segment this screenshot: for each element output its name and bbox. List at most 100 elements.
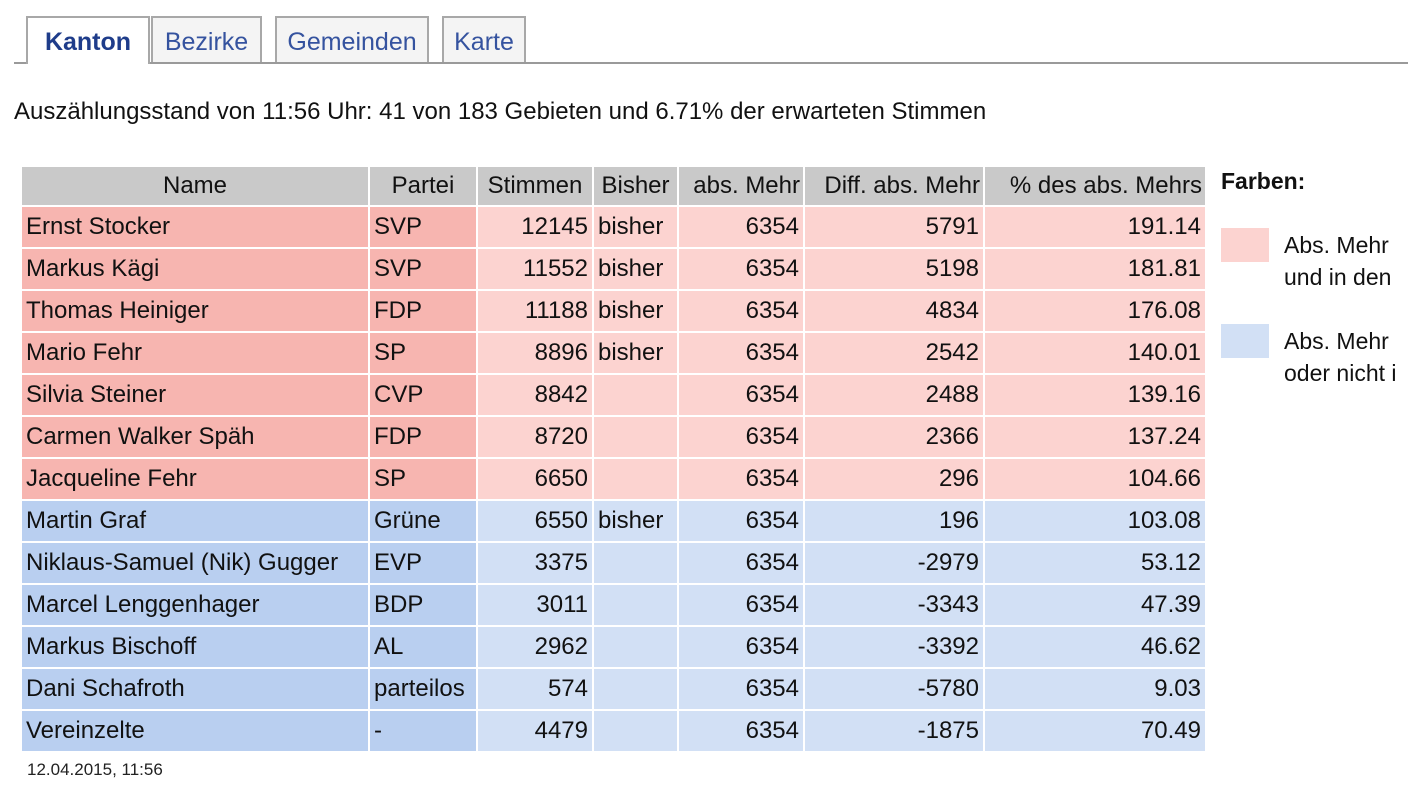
cell-pct: 9.03: [985, 669, 1205, 709]
cell-votes: 6550: [478, 501, 592, 541]
legend-swatch-elected: [1221, 228, 1269, 262]
cell-party: Grüne: [370, 501, 476, 541]
cell-party: SVP: [370, 249, 476, 289]
cell-abs-majority: 6354: [679, 291, 803, 331]
cell-bisher: [594, 543, 677, 583]
cell-bisher: bisher: [594, 207, 677, 247]
cell-bisher: [594, 585, 677, 625]
tab-karte[interactable]: Karte: [442, 16, 526, 62]
cell-diff: -1875: [805, 711, 983, 751]
legend-text-elected: Abs. Mehr und in den: [1284, 229, 1391, 293]
table-row: Martin Graf Grüne 6550 bisher 6354 196 103.08: [22, 501, 1205, 541]
header-party: Partei: [370, 167, 476, 205]
table-row: Niklaus-Samuel (Nik) Gugger EVP 3375 6354 -2…: [22, 543, 1205, 583]
results-body: Ernst Stocker SVP 12145 bisher 6354 5791 191.1…: [22, 207, 1205, 751]
header-name: Name: [22, 167, 368, 205]
cell-diff: 2542: [805, 333, 983, 373]
cell-votes: 11552: [478, 249, 592, 289]
table-row: Jacqueline Fehr SP 6650 6354 296 104.66: [22, 459, 1205, 499]
header-bisher: Bisher: [594, 167, 677, 205]
cell-votes: 8720: [478, 417, 592, 457]
cell-name: Ernst Stocker: [22, 207, 368, 247]
table-row: Vereinzelte -4479 6354 -1875 70.49: [22, 711, 1205, 751]
table-row: Markus Bischoff AL 2962 6354 -3392 46.62: [22, 627, 1205, 667]
cell-name: Jacqueline Fehr: [22, 459, 368, 499]
update-timestamp: 12.04.2015, 11:56: [27, 760, 163, 779]
cell-name: Dani Schafroth: [22, 669, 368, 709]
cell-party: SP: [370, 333, 476, 373]
cell-bisher: [594, 459, 677, 499]
cell-pct: 46.62: [985, 627, 1205, 667]
legend-title: Farben:: [1221, 168, 1306, 194]
cell-votes: 4479: [478, 711, 592, 751]
cell-bisher: [594, 627, 677, 667]
legend-text-elected-line1: Abs. Mehr: [1284, 232, 1389, 258]
cell-pct: 70.49: [985, 711, 1205, 751]
cell-pct: 137.24: [985, 417, 1205, 457]
cell-pct: 140.01: [985, 333, 1205, 373]
cell-abs-majority: 6354: [679, 417, 803, 457]
cell-abs-majority: 6354: [679, 711, 803, 751]
cell-diff: 2488: [805, 375, 983, 415]
header-diff-abs-majority: Diff. abs. Mehr: [805, 167, 983, 205]
cell-party: AL: [370, 627, 476, 667]
cell-diff: 296: [805, 459, 983, 499]
cell-abs-majority: 6354: [679, 249, 803, 289]
cell-name: Marcel Lenggenhager: [22, 585, 368, 625]
cell-diff: 4834: [805, 291, 983, 331]
cell-party: SVP: [370, 207, 476, 247]
table-row: Mario Fehr SP 8896 bisher 6354 2542 140.01: [22, 333, 1205, 373]
cell-abs-majority: 6354: [679, 333, 803, 373]
cell-abs-majority: 6354: [679, 207, 803, 247]
cell-bisher: bisher: [594, 291, 677, 331]
cell-pct: 103.08: [985, 501, 1205, 541]
cell-party: BDP: [370, 585, 476, 625]
header-votes: Stimmen: [478, 167, 592, 205]
cell-name: Markus Bischoff: [22, 627, 368, 667]
cell-name: Thomas Heiniger: [22, 291, 368, 331]
cell-diff: -3343: [805, 585, 983, 625]
cell-party: FDP: [370, 291, 476, 331]
table-row: Markus Kägi SVP 11552 bisher 6354 5198 181.81: [22, 249, 1205, 289]
cell-abs-majority: 6354: [679, 543, 803, 583]
tab-kanton[interactable]: Kanton: [26, 16, 150, 64]
cell-pct: 53.12: [985, 543, 1205, 583]
legend-swatch-not-elected: [1221, 324, 1269, 358]
tab-gemeinden[interactable]: Gemeinden: [275, 16, 429, 62]
cell-votes: 2962: [478, 627, 592, 667]
cell-pct: 191.14: [985, 207, 1205, 247]
cell-name: Carmen Walker Späh: [22, 417, 368, 457]
cell-abs-majority: 6354: [679, 669, 803, 709]
header-pct-abs-majority: % des abs. Mehrs: [985, 167, 1205, 205]
cell-name: Markus Kägi: [22, 249, 368, 289]
cell-abs-majority: 6354: [679, 375, 803, 415]
legend-text-not-elected-line1: Abs. Mehr: [1284, 328, 1389, 354]
legend-text-not-elected-line2: oder nicht i: [1284, 360, 1397, 386]
cell-party: FDP: [370, 417, 476, 457]
cell-name: Martin Graf: [22, 501, 368, 541]
table-row: Carmen Walker Späh FDP 8720 6354 2366 137.24: [22, 417, 1205, 457]
table-row: Ernst Stocker SVP 12145 bisher 6354 5791 191.1…: [22, 207, 1205, 247]
table-header-row: Name Partei Stimmen Bisher abs. Mehr Dif…: [22, 167, 1205, 205]
cell-votes: 3375: [478, 543, 592, 583]
cell-diff: 5791: [805, 207, 983, 247]
cell-pct: 176.08: [985, 291, 1205, 331]
cell-abs-majority: 6354: [679, 627, 803, 667]
header-abs-majority: abs. Mehr: [679, 167, 803, 205]
cell-abs-majority: 6354: [679, 459, 803, 499]
cell-votes: 12145: [478, 207, 592, 247]
table-row: Thomas Heiniger FDP 11188 bisher 6354 4834 176…: [22, 291, 1205, 331]
cell-party: parteilos: [370, 669, 476, 709]
cell-votes: 574: [478, 669, 592, 709]
table-row: Dani Schafroth parteilos 574 6354 -5780 9.03: [22, 669, 1205, 709]
cell-votes: 3011: [478, 585, 592, 625]
tab-bar: Kanton Bezirke Gemeinden Karte: [14, 16, 1408, 64]
cell-bisher: bisher: [594, 333, 677, 373]
cell-pct: 104.66: [985, 459, 1205, 499]
tab-bezirke[interactable]: Bezirke: [151, 16, 262, 62]
cell-pct: 181.81: [985, 249, 1205, 289]
cell-diff: -5780: [805, 669, 983, 709]
cell-pct: 47.39: [985, 585, 1205, 625]
cell-bisher: [594, 417, 677, 457]
legend-text-not-elected: Abs. Mehr oder nicht i: [1284, 325, 1397, 389]
